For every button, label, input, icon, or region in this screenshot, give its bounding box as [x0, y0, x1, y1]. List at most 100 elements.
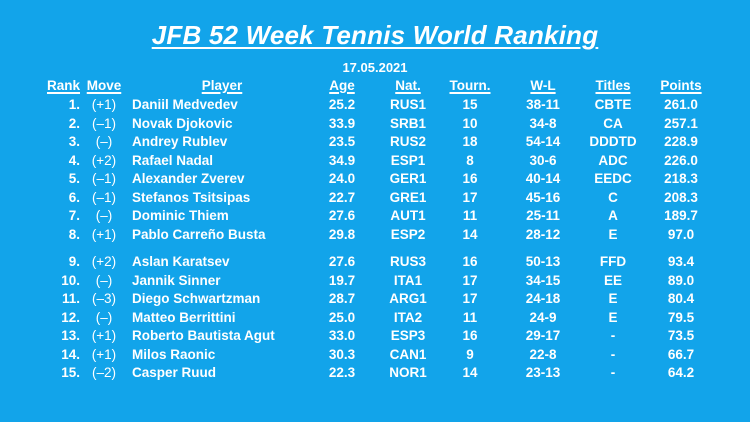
- cell-points: 79.5: [667, 309, 695, 325]
- cell-wl: 23-13: [525, 365, 561, 380]
- cell-tourn: 10: [462, 115, 478, 131]
- cell-titles: ADC: [598, 152, 628, 168]
- cell-age: 25.0: [328, 309, 356, 325]
- header-nat: Nat.: [395, 78, 421, 93]
- cell-tourn: 17: [462, 189, 478, 205]
- cell-age: 28.7: [328, 291, 356, 306]
- cell-player: Stefanos Tsitsipas: [132, 189, 251, 205]
- cell-tourn: 11: [462, 309, 478, 325]
- table-row: 11. (–3) Diego Schwartzman 28.7 ARG1 17 24-18 E…: [0, 290, 750, 308]
- cell-nat: NOR1: [389, 365, 427, 380]
- cell-move: (+1): [91, 328, 117, 343]
- cell-wl: 24-9: [529, 309, 557, 325]
- cell-nat: ITA1: [393, 272, 423, 288]
- cell-wl: 29-17: [525, 328, 561, 343]
- cell-tourn: 14: [462, 226, 478, 242]
- cell-age: 33.9: [328, 115, 356, 131]
- cell-age: 27.6: [328, 208, 356, 223]
- cell-rank: 12.: [61, 309, 80, 325]
- cell-points: 261.0: [664, 97, 698, 112]
- cell-rank: 7.: [68, 208, 80, 223]
- cell-age: 27.6: [328, 254, 356, 269]
- cell-nat: ARG1: [389, 291, 427, 306]
- cell-rank: 15.: [61, 365, 80, 380]
- cell-tourn: 15: [462, 97, 478, 112]
- cell-rank: 14.: [61, 346, 80, 362]
- cell-points: 257.1: [664, 115, 698, 131]
- cell-nat: ESP3: [390, 328, 426, 343]
- cell-move: (+1): [91, 97, 117, 112]
- cell-player: Matteo Berrittini: [132, 309, 236, 325]
- cell-titles: -: [610, 328, 616, 343]
- cell-nat: ESP2: [390, 226, 426, 242]
- cell-titles: E: [608, 226, 618, 242]
- cell-move: (+1): [91, 346, 117, 362]
- cell-tourn: 8: [466, 152, 474, 168]
- header-wl: W-L: [530, 78, 556, 93]
- table-row: 1. (+1) Daniil Medvedev 25.2 RUS1 15 38-11 CBTE…: [0, 96, 750, 114]
- cell-move: (–): [95, 134, 113, 149]
- cell-wl: 40-14: [525, 171, 561, 186]
- cell-player: Roberto Bautista Agut: [132, 328, 275, 343]
- header-move: Move: [86, 78, 122, 93]
- cell-wl: 30-6: [529, 152, 557, 168]
- cell-move: (+2): [91, 254, 117, 269]
- cell-wl: 24-18: [525, 291, 561, 306]
- cell-player: Andrey Rublev: [132, 134, 228, 149]
- table-row: 15. (–2) Casper Ruud 22.3 NOR1 14 23-13 - 64.2: [0, 364, 750, 382]
- cell-move: (–3): [91, 291, 116, 306]
- cell-points: 226.0: [664, 152, 698, 168]
- cell-player: Novak Djokovic: [132, 115, 233, 131]
- cell-rank: 4.: [68, 152, 80, 168]
- cell-rank: 8.: [68, 226, 80, 242]
- cell-rank: 2.: [68, 115, 80, 131]
- cell-wl: 34-15: [525, 272, 561, 288]
- cell-move: (–1): [91, 189, 116, 205]
- cell-tourn: 14: [462, 365, 478, 380]
- cell-rank: 13.: [61, 328, 80, 343]
- cell-points: 218.3: [664, 171, 698, 186]
- cell-wl: 28-12: [525, 226, 561, 242]
- cell-player: Rafael Nadal: [132, 152, 214, 168]
- cell-points: 228.9: [664, 134, 698, 149]
- cell-nat: ESP1: [390, 152, 426, 168]
- cell-titles: EE: [603, 272, 622, 288]
- table-row: 12. (–) Matteo Berrittini 25.0 ITA2 11 24-9 E 79…: [0, 309, 750, 327]
- cell-move: (–2): [91, 365, 116, 380]
- cell-tourn: 17: [462, 272, 478, 288]
- cell-player: Aslan Karatsev: [132, 254, 230, 269]
- cell-age: 29.8: [328, 226, 356, 242]
- cell-tourn: 9: [466, 346, 474, 362]
- cell-rank: 1.: [68, 97, 80, 112]
- cell-age: 22.7: [328, 189, 356, 205]
- cell-titles: CBTE: [594, 97, 632, 112]
- page-title: JFB 52 Week Tennis World Ranking: [151, 20, 599, 50]
- header-player: Player: [201, 78, 243, 93]
- cell-rank: 10.: [61, 272, 80, 288]
- cell-tourn: 11: [462, 208, 478, 223]
- cell-tourn: 17: [462, 291, 478, 306]
- cell-wl: 25-11: [526, 208, 560, 223]
- cell-nat: AUT1: [390, 208, 426, 223]
- cell-points: 189.7: [664, 208, 698, 223]
- cell-titles: EEDC: [594, 171, 632, 186]
- table-row: 7. (–) Dominic Thiem 27.6 AUT1 11 25-11 A 189.7: [0, 207, 750, 225]
- cell-nat: RUS2: [389, 134, 426, 149]
- cell-player: Alexander Zverev: [132, 171, 245, 186]
- header-tourn: Tourn.: [449, 78, 491, 93]
- cell-points: 64.2: [667, 365, 695, 380]
- cell-age: 22.3: [328, 365, 356, 380]
- table-row: 4. (+2) Rafael Nadal 34.9 ESP1 8 30-6 ADC 226.0: [0, 152, 750, 170]
- cell-move: (–): [95, 309, 113, 325]
- cell-points: 97.0: [667, 226, 695, 242]
- table-row: 14. (+1) Milos Raonic 30.3 CAN1 9 22-8 - 66.7: [0, 346, 750, 364]
- cell-tourn: 16: [462, 328, 478, 343]
- cell-points: 89.0: [667, 272, 695, 288]
- cell-tourn: 16: [462, 254, 478, 269]
- cell-nat: ITA2: [393, 309, 423, 325]
- cell-age: 33.0: [328, 328, 356, 343]
- cell-titles: CA: [603, 115, 623, 131]
- cell-player: Dominic Thiem: [132, 208, 229, 223]
- cell-player: Pablo Carreño Busta: [132, 226, 266, 242]
